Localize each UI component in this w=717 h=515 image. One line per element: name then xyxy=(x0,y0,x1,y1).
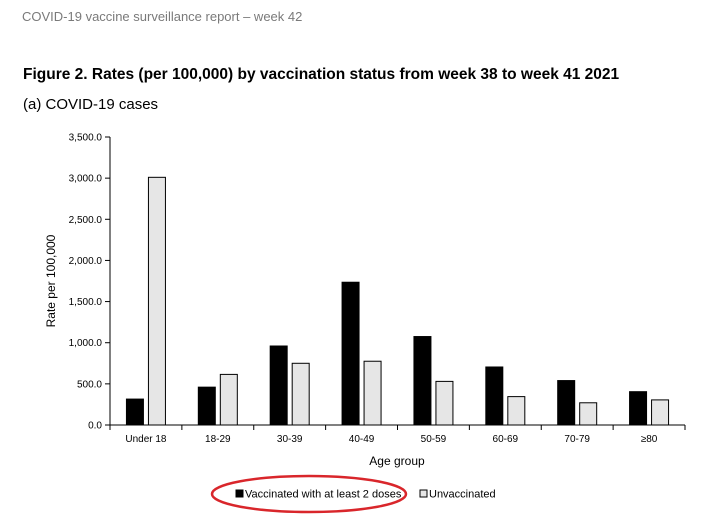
bar-unvaccinated xyxy=(147,176,166,426)
x-tick-label: 60-69 xyxy=(493,434,519,445)
legend: Vaccinated with at least 2 doses Unvaccin… xyxy=(235,489,496,501)
x-tick-label: 70-79 xyxy=(564,434,590,445)
bar-vaccinated xyxy=(629,391,648,426)
bar-unvaccinated xyxy=(579,402,598,426)
y-tick-label: 1,500.0 xyxy=(69,297,103,308)
y-tick-label: 3,000.0 xyxy=(69,174,103,185)
bars-group xyxy=(125,176,670,426)
bar-unvaccinated xyxy=(435,380,454,426)
legend-swatch-vaccinated xyxy=(235,489,244,498)
bar-vaccinated xyxy=(413,336,432,426)
bar-unvaccinated xyxy=(291,362,310,426)
report-header: COVID-19 vaccine surveillance report – w… xyxy=(22,9,303,24)
legend-label-vaccinated: Vaccinated with at least 2 doses xyxy=(245,489,402,501)
x-tick-label: ≥80 xyxy=(641,434,658,445)
x-tick-label: 30-39 xyxy=(277,434,303,445)
y-axis-title: Rate per 100,000 xyxy=(44,234,58,327)
x-tick-label: 40-49 xyxy=(349,434,375,445)
y-tick-label: 2,000.0 xyxy=(69,256,103,267)
y-tick-label: 0.0 xyxy=(88,421,102,432)
legend-swatch-unvaccinated xyxy=(419,489,428,498)
bar-vaccinated xyxy=(341,281,360,426)
x-tick-label: 18-29 xyxy=(205,434,231,445)
annotation-circle xyxy=(210,474,408,514)
x-tick-label: 50-59 xyxy=(421,434,447,445)
figure-title: Figure 2. Rates (per 100,000) by vaccina… xyxy=(23,66,620,83)
y-tick-label: 3,500.0 xyxy=(69,133,103,144)
y-tick-label: 1,000.0 xyxy=(69,338,103,349)
figure-subtitle: (a) COVID-19 cases xyxy=(23,96,159,113)
x-axis: Under 18 18-29 30-39 40-49 50-59 60-69 70-79 ≥8… xyxy=(109,424,686,445)
bar-vaccinated xyxy=(197,386,216,426)
x-axis-title: Age group xyxy=(369,454,425,468)
legend-label-unvaccinated: Unvaccinated xyxy=(429,489,496,501)
y-axis: 0.0 500.0 1,000.0 1,500.0 2,000.0 2,500.0 3,00… xyxy=(69,133,111,432)
bar-vaccinated xyxy=(557,380,576,426)
bar-vaccinated xyxy=(125,398,144,426)
bar-unvaccinated xyxy=(219,373,238,426)
y-tick-label: 2,500.0 xyxy=(69,215,103,226)
bar-unvaccinated xyxy=(507,396,526,426)
y-tick-label: 500.0 xyxy=(77,379,102,390)
bar-vaccinated xyxy=(485,366,504,426)
bar-unvaccinated xyxy=(651,399,670,426)
x-tick-label: Under 18 xyxy=(125,434,167,445)
bar-unvaccinated xyxy=(363,360,382,426)
bar-vaccinated xyxy=(269,345,288,426)
